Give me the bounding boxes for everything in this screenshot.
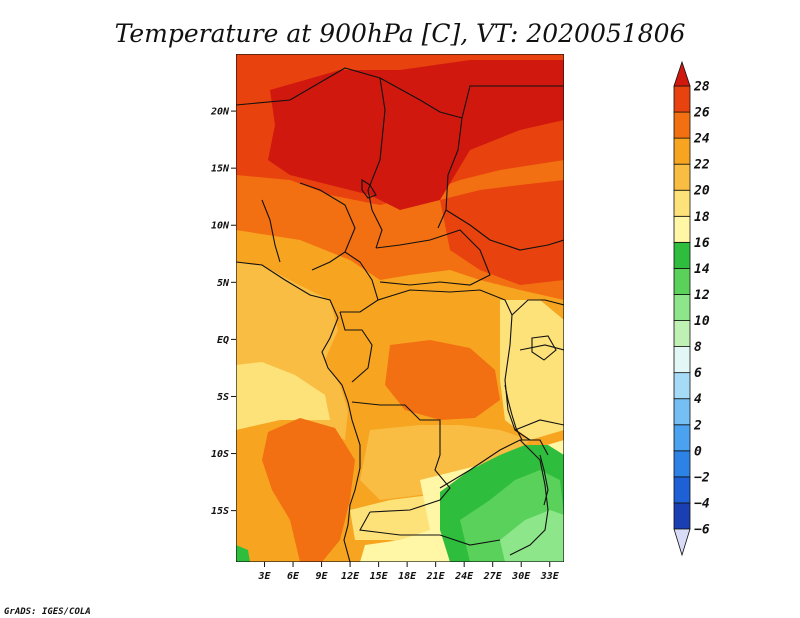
- field-region-east-highlands: [500, 300, 564, 440]
- colorbar-segment: [673, 320, 691, 347]
- field-region-congo-north: [340, 270, 500, 330]
- colorbar-tick-label: 14: [694, 262, 710, 277]
- x-tick-label: 33E: [540, 571, 560, 582]
- lake-victoria: [531, 335, 557, 361]
- colorbar-segment: [673, 502, 691, 530]
- border-angola: [351, 401, 451, 513]
- credit-text: GrADS: IGES/COLA: [4, 607, 91, 617]
- colorbar-under-triangle: [673, 528, 691, 557]
- x-tick-label: 30E: [511, 571, 531, 582]
- x-tick-label: 18E: [398, 571, 417, 582]
- border-sudan-south: [445, 209, 564, 251]
- lake-malawi: [539, 454, 549, 506]
- lake-tanganyika: [504, 384, 523, 441]
- border-sahara-north: [236, 67, 564, 119]
- colorbar-tick-label: 24: [693, 132, 710, 147]
- colorbar-tick-label: −2: [694, 470, 710, 485]
- colorbar-segment: [673, 424, 691, 452]
- x-tick-label: 9E: [316, 571, 329, 582]
- border-nigeria: [261, 182, 356, 271]
- x-tick-label: 27E: [483, 571, 503, 582]
- colorbar-segment: [673, 398, 691, 426]
- colorbar-tick-label: 18: [694, 210, 710, 225]
- x-tick-label: 6E: [287, 571, 300, 582]
- border-cameroon: [340, 251, 379, 313]
- y-tick-label: 15S: [211, 506, 229, 517]
- colorbar-tick-label: 12: [694, 288, 710, 303]
- x-tick-label: 12E: [341, 571, 360, 582]
- colorbar-segment: [673, 294, 691, 321]
- border-namibia: [359, 511, 501, 546]
- colorbar-segment: [673, 215, 691, 243]
- chart-title: Temperature at 900hPa [C], VT: 202005180…: [115, 19, 686, 48]
- x-tick-label: 15E: [370, 571, 389, 582]
- field-region-south-atlantic: [262, 418, 355, 562]
- border-drc-north: [377, 289, 513, 316]
- colorbar-over-triangle: [673, 60, 691, 87]
- border-niger-chad: [367, 77, 386, 249]
- colorbar-tick-label: 6: [694, 366, 702, 381]
- field-region-sahara-hottest: [268, 60, 564, 210]
- y-tick-label: 10N: [211, 221, 230, 232]
- border-gabon-congo: [339, 311, 373, 383]
- colorbar-segment: [673, 137, 691, 165]
- colorbar-tick-label: −4: [694, 496, 710, 511]
- map-panel: [236, 54, 564, 562]
- map-borders: [236, 67, 564, 562]
- colorbar-tick-label: 16: [694, 236, 710, 251]
- border-car: [375, 229, 491, 286]
- colorbar-tick-label: 2: [693, 418, 702, 433]
- colorbar-tick-label: 28: [693, 80, 710, 95]
- colorbar-tick-label: 4: [694, 392, 702, 407]
- field-region-congo-basin: [385, 340, 500, 420]
- colorbar-segment: [673, 189, 691, 217]
- colorbar-segment: [673, 111, 691, 139]
- colorbar-tick-label: −6: [694, 523, 710, 538]
- field-region-east-sahel: [440, 180, 564, 285]
- y-tick-label: 5S: [217, 392, 229, 403]
- field-region-sw-corner: [236, 545, 250, 562]
- colorbar-segment: [673, 372, 691, 400]
- y-tick-label: 15N: [211, 164, 230, 175]
- colorbar-tick-label: 22: [693, 158, 710, 173]
- x-tick-label: 21E: [426, 571, 446, 582]
- axes: 3E 6E 9E 12E 15E 18E 21E 24E 27E 30E 33E 20N 15N 10N 5…: [210, 107, 560, 582]
- y-tick-label: EQ: [217, 335, 229, 346]
- colorbar-segment: [673, 163, 691, 191]
- x-tick-label: 24E: [454, 571, 474, 582]
- field-region-zambia-coolest: [500, 510, 564, 562]
- border-mozambique: [509, 439, 549, 556]
- y-tick-label: 20N: [210, 107, 230, 118]
- colorbar-tick-label: 0: [694, 444, 702, 459]
- border-zambia: [439, 439, 549, 489]
- field-region-atlantic-cool: [236, 362, 330, 430]
- coastline: [236, 261, 361, 562]
- colorbar-segment: [673, 241, 691, 269]
- colorbar-segment: [673, 346, 691, 374]
- colorbar-tick-label: 8: [694, 340, 702, 355]
- border-chad-sudan: [437, 117, 463, 229]
- x-tick-label: 3E: [257, 571, 271, 582]
- colorbar-tick-label: 20: [693, 184, 710, 199]
- field-region-southern-interior: [360, 425, 530, 500]
- colorbar-tick-label: 26: [693, 106, 710, 121]
- colorbar-segment: [673, 476, 691, 504]
- y-tick-label: 10S: [211, 449, 229, 460]
- border-east-africa: [511, 299, 564, 431]
- colorbar-segment: [673, 450, 691, 478]
- colorbar-segment: [673, 268, 691, 295]
- colorbar-segment: [673, 85, 691, 113]
- y-tick-label: 5N: [217, 278, 230, 289]
- colorbar-tick-label: 10: [694, 314, 710, 329]
- lake-chad: [361, 179, 377, 199]
